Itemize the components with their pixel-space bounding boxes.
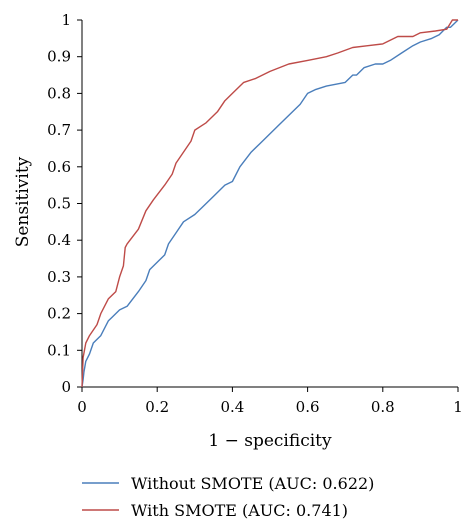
y-tick-label: 0.7 — [47, 121, 71, 139]
x-tick-label: 0 — [77, 398, 87, 416]
x-tick-label: 0.4 — [220, 398, 244, 416]
series-layer — [81, 19, 459, 388]
legend-label-with-smote: With SMOTE (AUC: 0.741) — [131, 501, 348, 520]
y-tick-label: 0.6 — [47, 158, 71, 176]
x-axis-title: 1 − specificity — [208, 431, 332, 451]
y-tick-label: 0.3 — [47, 268, 71, 286]
x-tick-label: 0.6 — [296, 398, 320, 416]
series-line-without-smote — [81, 19, 459, 388]
x-tick-label: 1 — [453, 398, 463, 416]
y-tick-label: 0 — [61, 378, 71, 396]
y-tick-label: 0.9 — [47, 48, 71, 66]
y-tick-label: 0.8 — [47, 84, 71, 102]
series-line-with-smote — [81, 19, 458, 388]
y-tick-label: 0.1 — [47, 341, 71, 359]
y-axis-title: Sensitivity — [13, 156, 33, 247]
legend-label-without-smote: Without SMOTE (AUC: 0.622) — [131, 474, 374, 493]
x-axis-ticks: 0 0.2 0.4 0.6 0.8 1 — [77, 387, 463, 416]
y-tick-label: 1 — [61, 11, 71, 29]
legend: Without SMOTE (AUC: 0.622) With SMOTE (A… — [82, 474, 374, 520]
y-tick-label: 0.4 — [47, 231, 71, 249]
y-tick-label: 0.5 — [47, 195, 71, 213]
x-tick-label: 0.2 — [145, 398, 169, 416]
x-tick-label: 0.8 — [371, 398, 395, 416]
y-tick-label: 0.2 — [47, 305, 71, 323]
y-axis-ticks: 0 0.1 0.2 0.3 0.4 0.5 0.6 0.7 0.8 0.9 1 — [47, 11, 82, 396]
